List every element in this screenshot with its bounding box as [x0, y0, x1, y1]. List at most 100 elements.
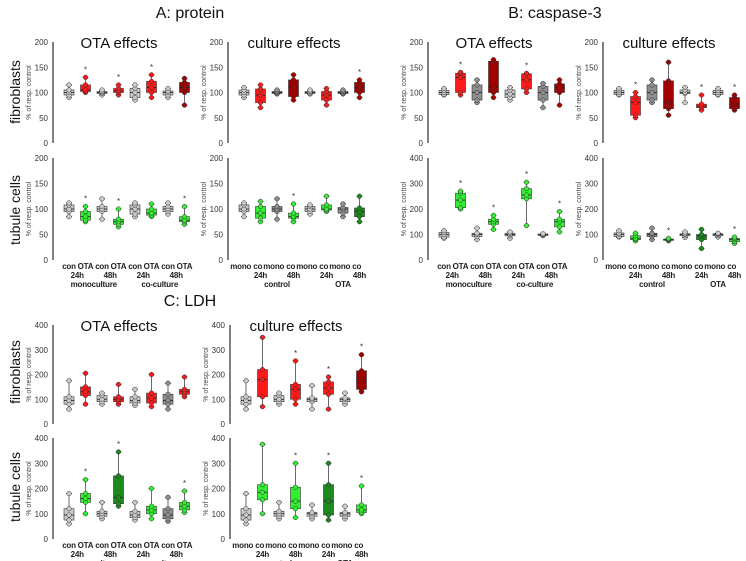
- x-label-time: 48h: [479, 271, 492, 280]
- box-5: [306, 383, 318, 412]
- x-label-time: 48h: [728, 271, 741, 280]
- x-label-culture: co-culture: [141, 559, 178, 561]
- data-point: [540, 97, 546, 103]
- y-tick-label: 0: [219, 139, 224, 148]
- box-1: [63, 82, 75, 101]
- data-point: [99, 203, 105, 209]
- significance-mark: *: [492, 203, 495, 212]
- box-4: [488, 57, 499, 101]
- data-point: [66, 82, 72, 88]
- box-2: *: [630, 81, 641, 121]
- box-4: *: [113, 197, 124, 230]
- panel-title: culture effects: [249, 318, 342, 335]
- data-point: [148, 95, 155, 101]
- data-point: [292, 460, 299, 466]
- y-tick-label: 50: [214, 231, 223, 240]
- box-8: [554, 77, 565, 108]
- y-tick-label: 300: [585, 180, 599, 189]
- data-point: [82, 74, 89, 80]
- box-3: [471, 225, 483, 243]
- x-label-time: 48h: [170, 550, 183, 559]
- data-point: [82, 214, 89, 220]
- data-point: [342, 395, 348, 401]
- data-point: [82, 87, 89, 93]
- box-2: *: [455, 179, 466, 212]
- data-point: [556, 77, 563, 83]
- data-point: [276, 508, 282, 514]
- data-point: [148, 516, 155, 522]
- x-label-time: 48h: [287, 271, 300, 280]
- data-point: [99, 216, 105, 222]
- panel-title: OTA effects: [456, 35, 533, 52]
- data-point: [325, 498, 332, 504]
- data-point: [241, 84, 247, 90]
- data-point: [148, 201, 155, 207]
- data-point: [523, 186, 530, 192]
- box-1: [63, 378, 75, 412]
- data-point: [507, 229, 513, 235]
- y-axis-label: % of resp. control: [203, 347, 210, 402]
- panel-C-fib-culture: 0 100 200 300 400 % of resp. control culture e…: [203, 318, 367, 429]
- data-point: [474, 230, 480, 236]
- box-6: *: [521, 170, 532, 229]
- y-tick-label: 0: [44, 420, 49, 429]
- data-point: [165, 406, 171, 412]
- box-5: [304, 87, 316, 97]
- data-point: [274, 203, 280, 209]
- data-point: [698, 245, 705, 252]
- box-1: [438, 228, 450, 241]
- data-point: [82, 370, 89, 376]
- data-point: [309, 502, 315, 508]
- data-point: [148, 206, 155, 212]
- x-label-group: OTA: [78, 262, 94, 271]
- data-point: [257, 100, 264, 106]
- data-point: [132, 82, 138, 88]
- data-point: [181, 102, 188, 108]
- box-3: [273, 499, 285, 522]
- box-2: *: [80, 194, 91, 225]
- data-point: [290, 201, 297, 207]
- x-label-time: 24h: [629, 271, 642, 280]
- x-label-group: con: [95, 541, 109, 550]
- x-label-time: 24h: [320, 271, 333, 280]
- significance-mark: *: [327, 365, 330, 374]
- data-point: [665, 235, 672, 241]
- data-point: [259, 497, 266, 503]
- box-7: [712, 85, 724, 98]
- box-3: [273, 390, 285, 407]
- data-point: [356, 95, 363, 101]
- box-2: *: [455, 60, 466, 98]
- data-point: [540, 80, 546, 86]
- significance-mark: *: [84, 468, 87, 477]
- data-point: [457, 188, 464, 194]
- data-point: [115, 494, 122, 500]
- box-4: *: [290, 349, 301, 407]
- y-tick-label: 50: [39, 231, 48, 240]
- y-tick-label: 200: [212, 485, 226, 494]
- data-point: [490, 95, 497, 101]
- data-point: [259, 489, 266, 495]
- y-tick-label: 400: [212, 321, 226, 330]
- data-point: [243, 491, 249, 497]
- box-7: [537, 80, 549, 111]
- data-point: [523, 192, 530, 198]
- x-label-time: 24h: [137, 550, 150, 559]
- box-7: [337, 201, 349, 220]
- box-7: [162, 494, 174, 524]
- y-tick-label: 200: [585, 38, 599, 47]
- data-point: [682, 229, 688, 235]
- y-tick-label: 100: [585, 231, 599, 240]
- box-2: [80, 370, 91, 407]
- y-tick-label: 100: [212, 395, 226, 404]
- data-point: [292, 396, 299, 402]
- data-point: [441, 228, 447, 234]
- data-point: [148, 89, 155, 96]
- y-tick-label: 100: [35, 395, 49, 404]
- data-point: [66, 506, 72, 512]
- box-8: *: [179, 479, 190, 516]
- data-point: [276, 499, 282, 505]
- data-point: [243, 517, 249, 523]
- y-tick-label: 100: [585, 89, 599, 98]
